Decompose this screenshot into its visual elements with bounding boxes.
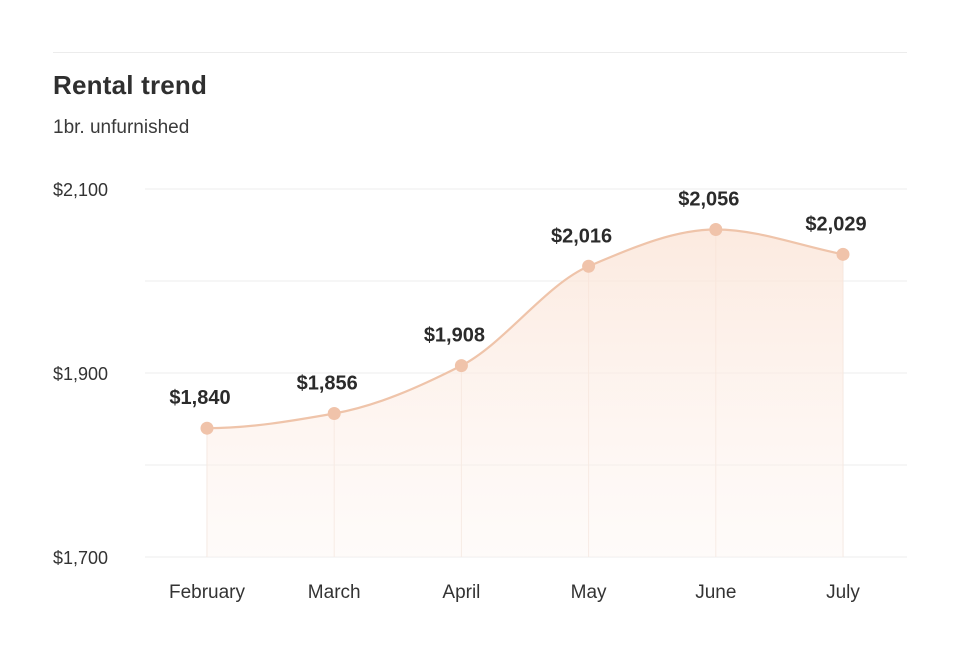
series-line	[206, 228, 844, 430]
data-label: $2,056	[678, 188, 739, 210]
x-tick-label: May	[571, 582, 607, 603]
series-line-path	[206, 228, 844, 430]
top-divider	[53, 52, 907, 53]
chart-title: Rental trend	[53, 70, 208, 100]
y-axis-tick-labels: $1,700 $1,900 $2,100	[53, 180, 108, 568]
data-point	[836, 247, 850, 261]
area-fill	[207, 229, 843, 558]
y-tick-label: $2,100	[53, 180, 108, 200]
data-point	[454, 359, 468, 373]
x-tick-label: July	[826, 582, 860, 603]
data-point	[709, 222, 723, 236]
data-point	[200, 421, 214, 435]
data-point	[582, 259, 596, 273]
x-tick-label: June	[695, 582, 736, 603]
data-points	[200, 222, 850, 435]
data-label: $2,016	[551, 225, 612, 247]
x-tick-label: March	[308, 582, 361, 603]
x-axis-tick-labels: February March April May June July	[169, 582, 860, 603]
x-tick-label: February	[169, 582, 246, 603]
area-fill-shape	[207, 229, 843, 558]
y-tick-label: $1,900	[53, 364, 108, 384]
data-label: $1,908	[424, 325, 485, 347]
data-label: $2,029	[805, 213, 866, 235]
data-labels: $1,840 $1,856 $1,908 $2,016 $2,056 $2,029	[169, 188, 866, 409]
x-tick-label: April	[442, 582, 480, 603]
data-label: $1,856	[297, 372, 358, 394]
y-tick-label: $1,700	[53, 548, 108, 568]
data-label: $1,840	[169, 387, 230, 409]
chart-subtitle: 1br. unfurnished	[53, 117, 190, 138]
data-point	[327, 406, 341, 420]
